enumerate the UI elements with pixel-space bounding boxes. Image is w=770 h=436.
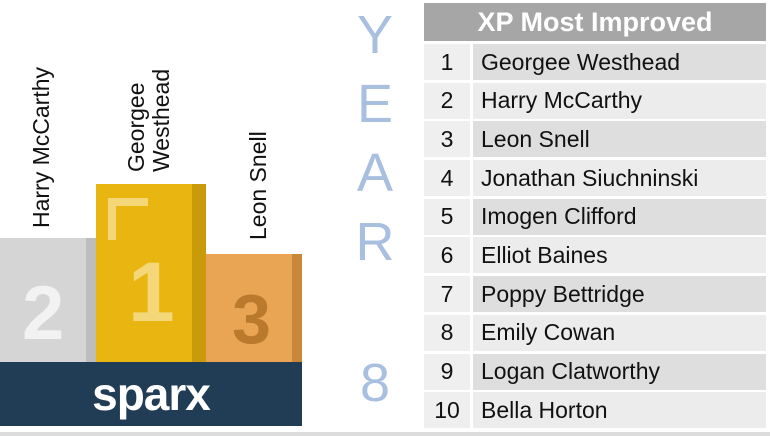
podium: Harry McCarthy Georgee Westhead Leon Sne… [0,0,305,436]
second-place-number: 2 [22,271,65,356]
year-letter-a: A [356,143,394,203]
table-row: 2 Harry McCarthy [424,82,766,119]
table-row: 1 Georgee Westhead [424,44,766,80]
sparx-logo-bar: sparx [0,362,302,426]
name-cell: Poppy Bettridge [473,276,766,313]
table-row: 4 Jonathan Siuchninski [424,160,766,197]
rank-cell: 3 [424,121,470,158]
third-place-block: 3 [206,254,302,362]
name-cell: Harry McCarthy [473,82,766,119]
leaderboard-table: XP Most Improved 1 Georgee Westhead 2 Harr… [424,3,766,431]
highlight-bracket-icon [108,198,148,240]
second-place-name: Harry McCarthy [28,66,54,228]
table-row: 6 Elliot Baines [424,237,766,274]
rank-cell: 7 [424,276,470,313]
name-cell: Elliot Baines [473,237,766,274]
name-cell: Imogen Clifford [473,198,766,235]
table-row: 8 Emily Cowan [424,314,766,351]
rank-cell: 8 [424,314,470,351]
rank-cell: 6 [424,237,470,274]
table-row: 9 Logan Clatworthy [424,353,766,390]
bottom-divider [0,432,770,436]
third-place-name: Leon Snell [245,131,271,240]
first-place-block: 1 [96,184,206,362]
table-row: 7 Poppy Bettridge [424,276,766,313]
second-place-block: 2 [0,238,96,362]
first-place-number: 1 [128,245,175,339]
year-letter-e: E [356,74,394,134]
table-row: 10 Bella Horton [424,392,766,429]
year-letter-r: R [355,212,395,272]
rank-cell: 4 [424,160,470,197]
rank-cell: 2 [424,82,470,119]
rank-cell: 9 [424,353,470,390]
table-row: 5 Imogen Clifford [424,198,766,235]
table-row: 3 Leon Snell [424,121,766,158]
name-cell: Logan Clatworthy [473,353,766,390]
first-place-name: Georgee Westhead [123,68,175,172]
sparx-logo: sparx [92,368,211,420]
name-cell: Jonathan Siuchninski [473,160,766,197]
rank-cell: 5 [424,198,470,235]
leaderboard-title: XP Most Improved [424,3,766,41]
third-place-number: 3 [232,280,271,358]
name-cell: Emily Cowan [473,314,766,351]
year-letter-y: Y [356,5,394,65]
rank-cell: 10 [424,392,470,429]
year-number: 8 [359,353,391,413]
name-cell: Bella Horton [473,392,766,429]
name-cell: Georgee Westhead [473,44,766,80]
year-label: Y E A R 8 [348,0,402,436]
name-cell: Leon Snell [473,121,766,158]
rank-cell: 1 [424,44,470,80]
